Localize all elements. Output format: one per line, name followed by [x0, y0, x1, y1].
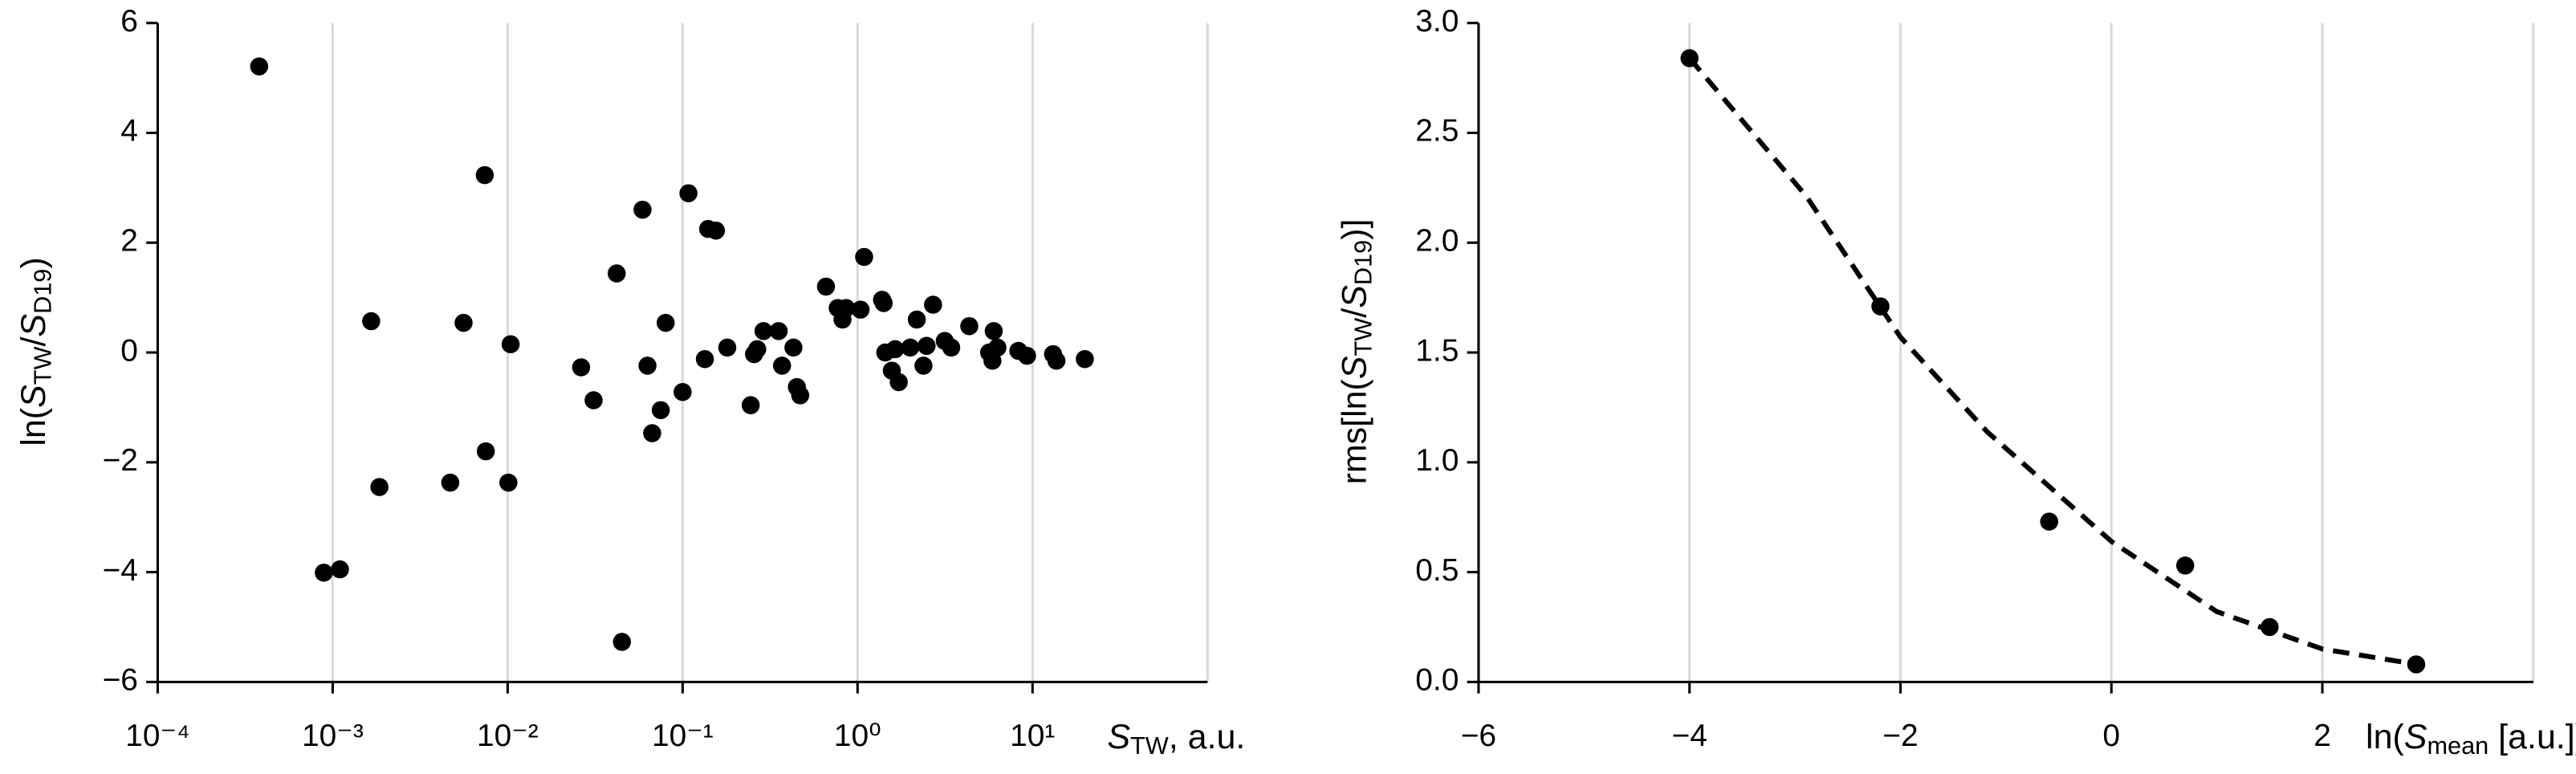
y-tick-label: 0.5 — [1415, 553, 1459, 588]
x-tick-label: −2 — [1882, 719, 1918, 753]
data-point — [2407, 655, 2426, 674]
data-point — [914, 356, 933, 375]
y-tick-label: −4 — [103, 553, 138, 588]
data-point — [679, 184, 698, 202]
y-tick-label: 6 — [120, 4, 138, 39]
x-tick-label: 10⁻³ — [302, 719, 364, 753]
y-tick-label: 3.0 — [1415, 4, 1459, 39]
y-tick-label: 2.5 — [1415, 114, 1459, 149]
data-point — [370, 478, 389, 496]
data-point — [695, 349, 714, 369]
data-point — [924, 295, 942, 314]
data-point — [584, 391, 603, 409]
fit-line — [1687, 56, 2418, 667]
data-point — [2261, 617, 2279, 637]
y-tick-label: 4 — [120, 114, 138, 149]
x-axis-label: STW, a.u. — [1107, 718, 1245, 760]
data-point — [315, 564, 333, 582]
data-point — [988, 338, 1007, 357]
data-point — [331, 560, 349, 579]
data-point — [769, 322, 788, 340]
y-tick-label: 1.0 — [1415, 443, 1459, 478]
data-point — [889, 373, 908, 392]
data-point — [638, 356, 657, 375]
data-point — [855, 247, 873, 267]
y-tick-label: −6 — [103, 663, 138, 698]
x-axis-label: ln(Smean [a.u.]) — [2366, 718, 2576, 760]
x-tick-label: −4 — [1672, 719, 1707, 753]
data-point — [748, 340, 767, 359]
y-axis-label: rms[ln(STW/SD19)] — [1336, 219, 1378, 485]
data-point — [791, 386, 810, 405]
data-point — [656, 313, 675, 332]
x-tick-label: 10⁻⁴ — [125, 719, 189, 753]
data-point — [772, 356, 792, 375]
x-tick-label: −6 — [1461, 719, 1496, 753]
data-point — [718, 338, 737, 357]
data-point — [784, 338, 803, 357]
y-tick-label: 2 — [120, 224, 138, 259]
data-point — [754, 322, 773, 340]
data-point — [1076, 349, 1094, 369]
x-tick-label: 10⁰ — [834, 719, 881, 753]
data-point — [1047, 352, 1066, 370]
y-tick-label: 0 — [120, 333, 138, 368]
data-point — [441, 473, 460, 492]
data-point — [633, 200, 652, 219]
data-point — [918, 336, 936, 356]
data-point — [612, 633, 632, 651]
data-point — [1871, 297, 1890, 316]
y-tick-label: 2.0 — [1415, 224, 1459, 259]
data-point — [674, 383, 692, 401]
data-point — [476, 442, 495, 461]
x-tick-label: 10⁻² — [477, 719, 539, 753]
y-tick-label: 1.5 — [1415, 333, 1459, 368]
data-point — [706, 221, 726, 240]
data-point — [851, 300, 870, 319]
x-tick-label: 10¹ — [1010, 719, 1055, 753]
x-tick-label: 10⁻¹ — [652, 719, 714, 753]
data-point — [960, 316, 979, 336]
data-point — [572, 358, 591, 377]
data-point — [499, 473, 518, 492]
data-point — [2175, 556, 2195, 575]
data-point — [816, 277, 836, 296]
data-point — [607, 264, 626, 283]
data-point — [741, 396, 760, 414]
y-tick-label: 0.0 — [1415, 663, 1459, 698]
data-point — [501, 335, 520, 354]
data-point — [643, 424, 661, 442]
data-point — [651, 401, 670, 420]
data-point — [836, 299, 856, 317]
data-point — [1018, 346, 1036, 365]
data-point — [362, 312, 380, 331]
data-point — [454, 313, 473, 332]
x-tick-label: 0 — [2102, 719, 2120, 753]
x-tick-label: 2 — [2314, 719, 2331, 753]
data-point — [942, 338, 961, 357]
data-point — [885, 340, 905, 359]
y-tick-label: −2 — [103, 443, 138, 478]
data-point — [475, 165, 494, 185]
data-point — [984, 322, 1003, 340]
data-point — [1680, 49, 1699, 67]
data-point — [2040, 512, 2058, 531]
data-point — [901, 338, 920, 357]
data-point — [250, 57, 269, 75]
data-point — [874, 294, 893, 312]
y-axis-label: ln(STW/SD19) — [14, 257, 56, 446]
data-point — [907, 310, 926, 329]
